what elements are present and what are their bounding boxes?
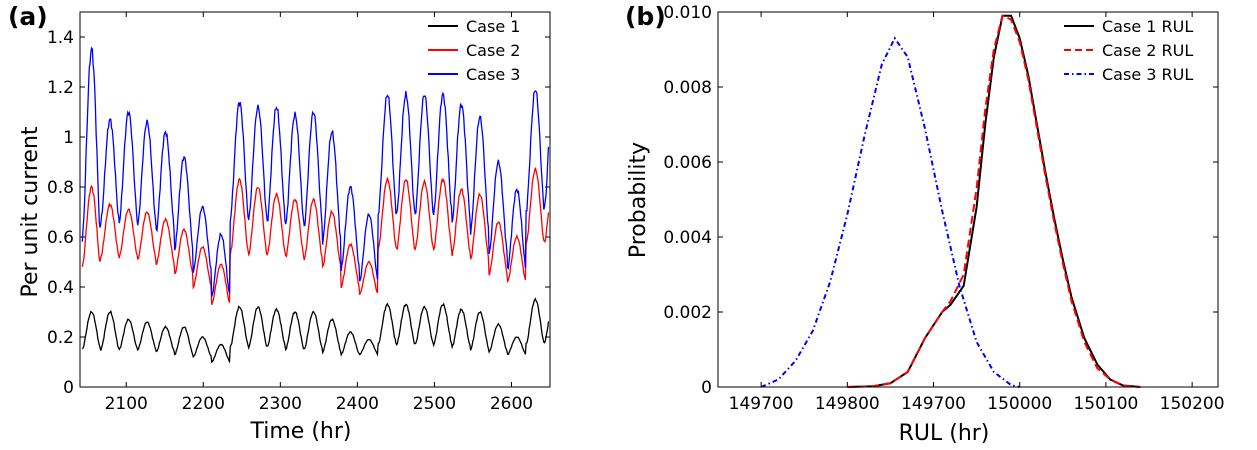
x-tick-label: 2300: [259, 394, 302, 414]
panel-b-label: (b): [625, 2, 666, 31]
x-tick-label: 2500: [413, 394, 456, 414]
legend-label: Case 3: [466, 65, 520, 84]
series-line-case-1: [81, 297, 550, 364]
panel-b-ticks: 149700 149800 149700 150000 150100 150200 0 0.0…: [663, 3, 1224, 414]
legend-label: Case 2: [466, 41, 520, 60]
y-tick-label: 0.002: [663, 303, 712, 323]
x-tick-label: 149700: [729, 394, 794, 414]
panel-a: (a) Per unit current Time (hr) 2100 2200 2…: [8, 2, 551, 444]
y-tick-label: 0.008: [663, 78, 712, 98]
y-tick-label: 0.006: [663, 153, 712, 173]
legend-label: Case 3 RUL: [1102, 65, 1193, 84]
y-tick-label: 0.010: [663, 3, 712, 23]
panel-b: (b) Probability RUL (hr) 149700 149800 149…: [625, 2, 1225, 446]
y-tick-label: 1.4: [47, 28, 74, 48]
x-tick-label: 2400: [336, 394, 379, 414]
legend-label: Case 2 RUL: [1102, 41, 1193, 60]
series-line-case-1-rul: [847, 14, 1141, 388]
legend-label: Case 1: [466, 17, 520, 36]
y-tick-label: 0.2: [47, 328, 74, 348]
panel-b-x-axis-label: RUL (hr): [899, 421, 990, 446]
y-tick-label: 0.8: [47, 178, 74, 198]
panel-a-y-axis-label: Per unit current: [18, 126, 43, 297]
y-tick-label: 0.004: [663, 228, 712, 248]
panel-a-ticks: 2100 2200 2300 2400 2500 2600 0 0.2 0.4 0.6 0.8 1 1.…: [47, 12, 550, 414]
panel-a-x-axis-label: Time (hr): [250, 419, 352, 444]
panel-a-legend: Case 1 Case 2 Case 3: [428, 17, 520, 84]
panel-a-series: [81, 46, 550, 364]
panel-a-plot-frame: [79, 11, 551, 388]
x-tick-label: 149800: [815, 394, 880, 414]
panel-b-legend: Case 1 RUL Case 2 RUL Case 3 RUL: [1064, 17, 1193, 84]
panel-b-series: [760, 14, 1141, 388]
x-tick-label: 2100: [105, 394, 148, 414]
series-line-case-2: [81, 167, 550, 306]
panel-a-label: (a): [8, 2, 48, 31]
x-tick-label: 150200: [1160, 394, 1225, 414]
x-tick-label: 2600: [490, 394, 533, 414]
x-tick-label: 2200: [182, 394, 225, 414]
y-tick-label: 1.2: [47, 78, 74, 98]
series-line-case-3: [81, 46, 550, 297]
y-tick-label: 0.6: [47, 228, 74, 248]
series-line-case-2-rul: [847, 14, 1141, 388]
y-tick-label: 0: [63, 378, 74, 398]
x-tick-label: 150000: [987, 394, 1052, 414]
legend-label: Case 1 RUL: [1102, 17, 1193, 36]
panel-b-plot-frame: [717, 11, 1219, 388]
x-tick-label: 149700: [901, 394, 966, 414]
y-tick-label: 1: [63, 128, 74, 148]
series-line-case-3-rul: [760, 36, 1020, 388]
panel-b-y-axis-label: Probability: [626, 142, 651, 258]
y-tick-label: 0.4: [47, 278, 74, 298]
x-tick-label: 150100: [1073, 394, 1138, 414]
y-tick-label: 0: [701, 378, 712, 398]
